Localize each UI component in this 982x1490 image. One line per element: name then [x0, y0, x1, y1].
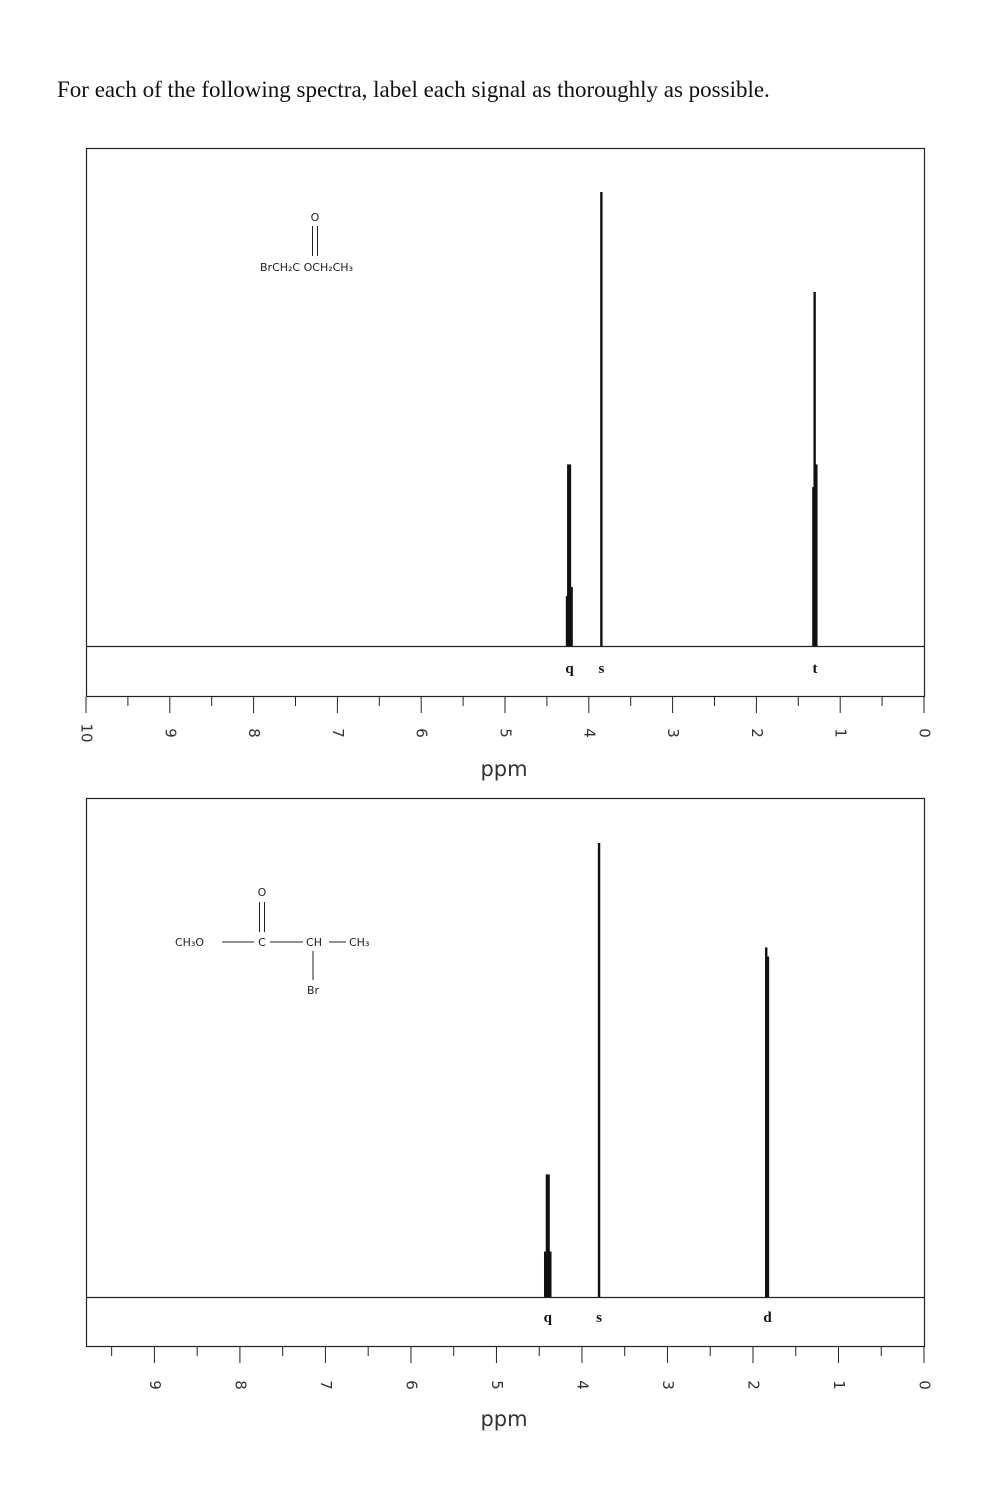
- peak-line: [565, 596, 569, 646]
- peak-multiplicity-label: t: [813, 661, 818, 677]
- tick-label: 2: [744, 1380, 762, 1390]
- tick-labels: 9 8 7 6 5 4 3 2 1 0: [146, 1380, 934, 1390]
- tick-label: 7: [329, 728, 347, 738]
- plot-frame: [85, 797, 926, 1348]
- tick-label: 5: [497, 728, 515, 738]
- tick-label: 9: [161, 728, 179, 738]
- tick-label: 8: [245, 728, 263, 738]
- methyl-label: CH₃: [349, 936, 369, 949]
- peak-line: [765, 947, 768, 1297]
- x-axis-title: ppm: [480, 757, 527, 781]
- peak-line: [815, 464, 818, 646]
- peaks: [543, 843, 770, 1297]
- tick-label: 6: [413, 728, 431, 738]
- carbonyl-oxygen-label: O: [258, 886, 267, 899]
- x-axis-title: ppm: [480, 1407, 527, 1431]
- tick-label: 2: [748, 728, 766, 738]
- peak-line: [549, 1251, 552, 1297]
- peak-line: [813, 291, 816, 646]
- bromine-label: Br: [307, 984, 320, 997]
- peak-multiplicity-label: s: [598, 661, 604, 677]
- tick-label: 9: [146, 1380, 164, 1390]
- axis-ticks: [85, 697, 925, 713]
- peak-line: [547, 1174, 550, 1297]
- peak-multiplicity-label: q: [565, 661, 574, 677]
- peak-multiplicity-label: s: [596, 1310, 602, 1326]
- methoxy-label: CH₃O: [175, 936, 204, 949]
- formula-label: BrCH₂C OCH₂CH₃: [260, 261, 353, 274]
- tick-label: 4: [580, 728, 598, 738]
- carbonyl-oxygen-label: O: [311, 211, 320, 224]
- carbonyl-carbon-label: C: [258, 936, 266, 949]
- peak-line: [570, 586, 573, 646]
- spectrum-2: 9 8 7 6 5 4 3 2 1 0 q s d ppm O CH₃O C CH CH₃ Br: [85, 797, 934, 1431]
- peak-line: [545, 1174, 549, 1297]
- tick-label: 7: [317, 1380, 335, 1390]
- methine-label: CH: [306, 936, 322, 949]
- tick-label: 5: [488, 1380, 506, 1390]
- tick-label: 0: [916, 1380, 934, 1390]
- peak-line: [600, 192, 603, 646]
- tick-label: 3: [659, 1380, 677, 1390]
- peak-line: [567, 464, 570, 646]
- plot-frame: [85, 147, 926, 698]
- molecule-structure: O BrCH₂C OCH₂CH₃: [260, 211, 353, 274]
- tick-label: 1: [830, 1380, 848, 1390]
- tick-labels: 10 9 8 7 6 5 4 3 2 1 0: [78, 723, 934, 742]
- tick-label: 4: [573, 1380, 591, 1390]
- tick-label: 10: [78, 723, 96, 742]
- peak-line: [568, 464, 572, 646]
- peak-line: [812, 487, 815, 646]
- tick-label: 6: [402, 1380, 420, 1390]
- tick-label: 1: [832, 728, 850, 738]
- tick-label: 8: [231, 1380, 249, 1390]
- peak-line: [766, 956, 770, 1297]
- peak-line: [597, 843, 601, 1297]
- molecule-structure: O CH₃O C CH CH₃ Br: [175, 886, 369, 997]
- axis-ticks: [111, 1347, 925, 1363]
- instruction-text: For each of the following spectra, label…: [57, 77, 770, 102]
- peak-multiplicity-label: d: [763, 1310, 772, 1326]
- peak-multiplicity-label: q: [544, 1310, 553, 1326]
- tick-label: 0: [916, 728, 934, 738]
- peaks: [565, 192, 818, 646]
- peak-line: [543, 1251, 547, 1297]
- tick-label: 3: [664, 728, 682, 738]
